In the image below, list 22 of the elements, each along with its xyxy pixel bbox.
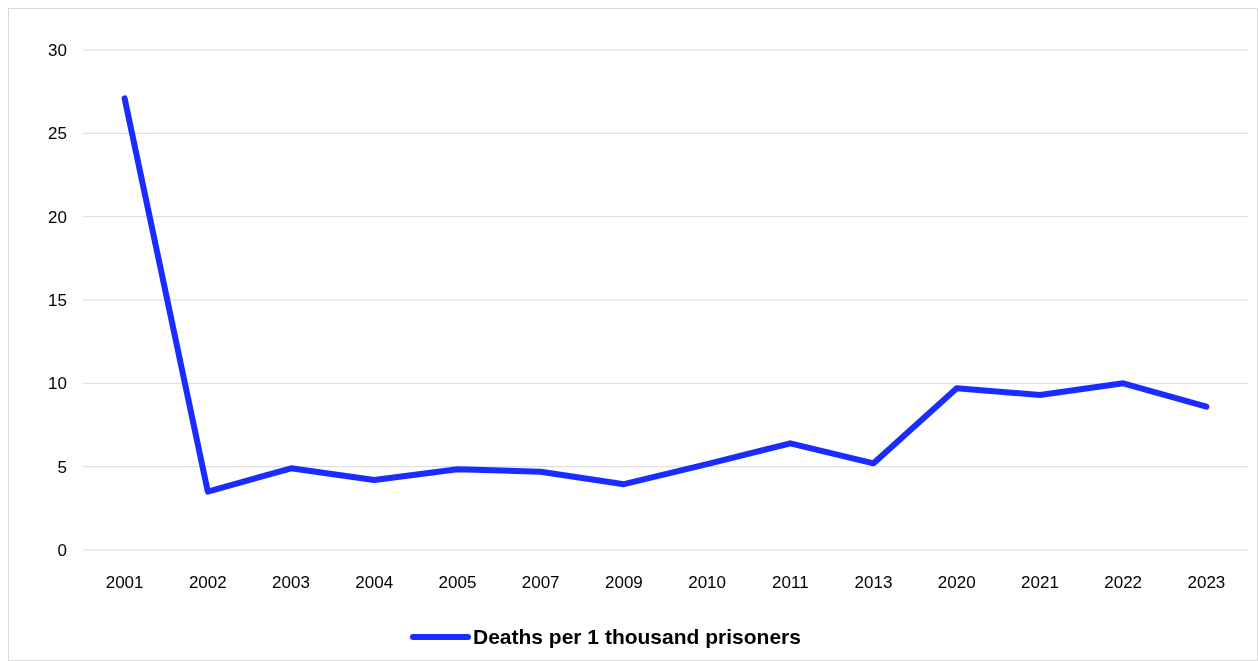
x-tick-label: 2002 (188, 573, 227, 592)
x-tick-label: 2011 (772, 573, 809, 592)
x-tick-label: 2020 (937, 573, 976, 592)
x-tick-label: 2004 (355, 573, 394, 592)
x-tick-label: 2022 (1104, 573, 1143, 592)
x-tick-label: 2007 (521, 573, 560, 592)
x-tick-label: 2010 (688, 573, 727, 592)
y-tick-label: 25 (48, 124, 67, 144)
x-tick-label: 2005 (438, 573, 477, 592)
x-tick-label: 2003 (272, 573, 310, 592)
y-tick-label: 15 (48, 290, 67, 310)
legend-label: Deaths per 1 thousand prisoners (473, 625, 801, 649)
x-tick-label: 2023 (1187, 573, 1226, 592)
y-tick-label: 30 (48, 40, 67, 60)
x-tick-label: 2001 (105, 573, 144, 592)
y-tick-label: 5 (57, 457, 67, 477)
y-tick-label: 0 (57, 540, 67, 560)
x-tick-label: 2021 (1021, 573, 1059, 592)
y-tick-label: 10 (48, 374, 67, 394)
y-tick-label: 20 (48, 207, 67, 227)
x-tick-label: 2013 (854, 573, 893, 592)
x-tick-label: 2009 (604, 573, 643, 592)
